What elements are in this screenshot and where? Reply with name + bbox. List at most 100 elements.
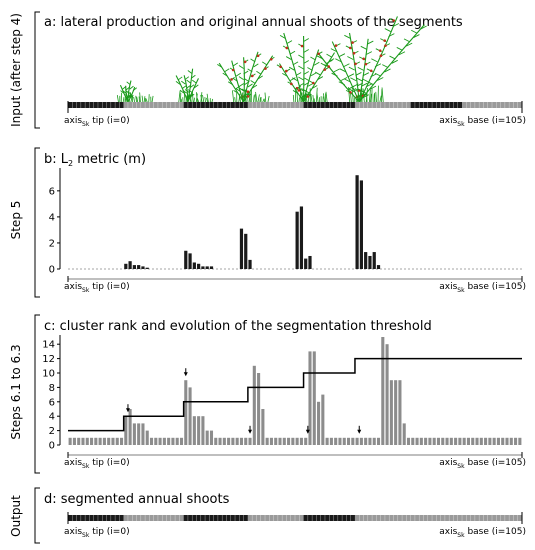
leaf (181, 85, 187, 90)
y-tick-label: 4 (49, 412, 55, 423)
leaf (298, 65, 304, 70)
bar (184, 250, 188, 269)
leaf (227, 81, 234, 86)
fruit (369, 69, 373, 73)
leaf (303, 49, 309, 53)
leaf (243, 81, 249, 86)
fruit (351, 41, 354, 44)
bar (149, 437, 154, 445)
bar (137, 265, 141, 269)
leaf (355, 72, 362, 76)
grass-blade (135, 95, 137, 103)
bar (102, 437, 106, 445)
bar (359, 180, 363, 269)
leaf (320, 62, 327, 67)
leaf (333, 68, 340, 73)
bar (359, 437, 363, 445)
leaf (328, 58, 335, 62)
bar (351, 437, 355, 445)
fruit (279, 65, 282, 69)
grass-blade (312, 94, 315, 103)
bar (479, 437, 483, 445)
leaf (403, 38, 411, 43)
leaf (344, 78, 351, 83)
bar (81, 437, 85, 445)
bar (475, 437, 479, 445)
leaf (369, 85, 377, 90)
leaf (235, 72, 242, 77)
shoot-branch (303, 52, 335, 103)
grass-blade (264, 92, 267, 103)
bar (291, 437, 295, 445)
panel-d-bracket (34, 487, 40, 544)
fruit (269, 57, 273, 61)
grass-blade (151, 95, 154, 103)
bar (257, 373, 261, 445)
leaf (189, 84, 195, 89)
bar (222, 437, 226, 445)
bar (278, 437, 282, 445)
grass-blade (139, 92, 141, 103)
leaf (303, 71, 309, 75)
leaf (224, 68, 230, 73)
leaf (360, 90, 367, 94)
grass-blade (350, 93, 352, 103)
bar (265, 437, 269, 445)
bar (167, 437, 171, 445)
bar (415, 437, 419, 445)
bar (299, 206, 304, 269)
bar (85, 437, 89, 445)
leaf (193, 84, 199, 89)
bar (287, 437, 291, 445)
bar (364, 252, 368, 269)
grass-blade (200, 94, 203, 103)
leaf (303, 60, 309, 64)
leaf (285, 56, 292, 60)
grass-blade (196, 98, 200, 103)
grass-blade (141, 95, 144, 103)
grass-blade (370, 93, 372, 103)
leaf (177, 76, 183, 81)
fruit (297, 89, 301, 92)
bar (209, 266, 214, 269)
bar (269, 437, 273, 445)
bar (484, 437, 488, 445)
axis-segment (68, 102, 124, 108)
leaf (127, 91, 132, 95)
grass-blade (193, 97, 195, 103)
fruit (384, 44, 387, 47)
bar (368, 255, 372, 269)
bar (179, 437, 184, 445)
grass-blade (202, 94, 205, 103)
leaf (235, 88, 241, 93)
leaf (310, 72, 317, 77)
bar (115, 437, 119, 445)
bar (428, 437, 432, 445)
leaf (357, 66, 364, 71)
fruit (323, 68, 327, 71)
shoot-branch (187, 68, 194, 103)
leaf (365, 83, 373, 88)
bar (197, 263, 201, 269)
leaf (340, 77, 348, 81)
leaf (243, 70, 249, 75)
chart-b: 0 2 4 6 (49, 168, 523, 282)
bar (175, 437, 179, 445)
leaf (339, 68, 346, 73)
grass-blade (316, 92, 319, 103)
axis-segment (68, 515, 124, 521)
fruit (230, 78, 233, 81)
leaf (377, 77, 384, 81)
grass-blade (195, 92, 198, 103)
bar (124, 263, 128, 269)
leaf (317, 76, 324, 80)
bar (355, 437, 359, 445)
bar (248, 259, 252, 269)
leaf (189, 93, 195, 98)
grass-blade (206, 93, 209, 103)
grass-blade (133, 96, 136, 103)
bar (227, 437, 231, 445)
bar (304, 437, 308, 445)
leaf (252, 84, 258, 89)
leaf (182, 89, 187, 94)
